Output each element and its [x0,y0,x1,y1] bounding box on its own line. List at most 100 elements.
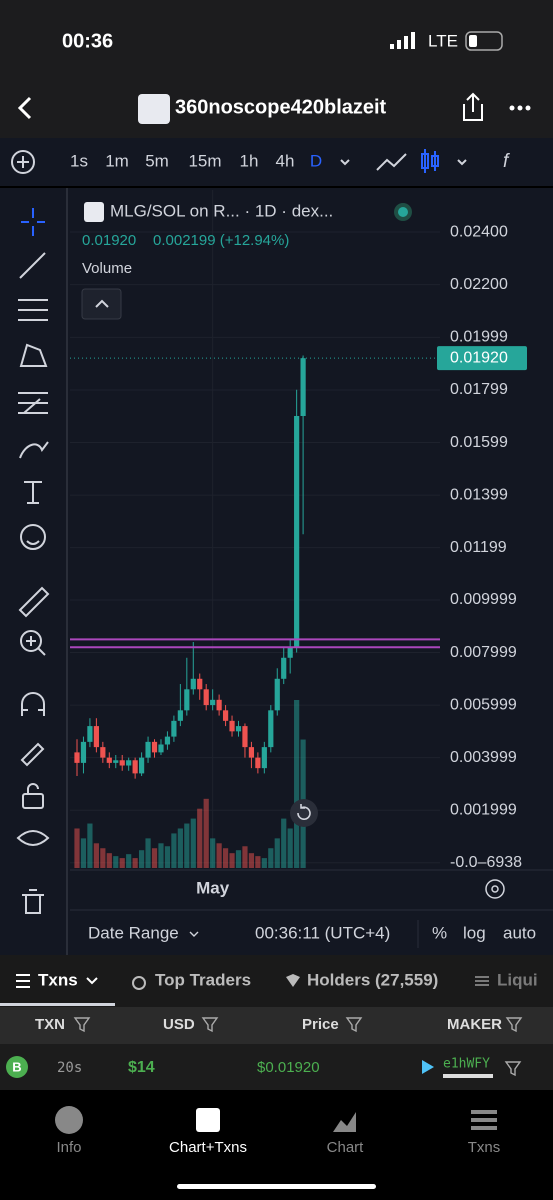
brush-tool[interactable] [19,441,49,459]
pattern-tool[interactable] [19,343,48,367]
filter-icon[interactable] [505,1017,523,1033]
filter-icon[interactable] [345,1017,363,1033]
side: B [12,1059,21,1074]
volume-bar [190,818,196,868]
filter-icon[interactable] [201,1017,219,1033]
collapse-icon [95,299,109,308]
table-header [0,1007,553,1044]
lock-draw-tool[interactable] [20,742,45,767]
interval[interactable]: 1m [105,151,129,170]
reset-button[interactable] [290,799,318,827]
candle-body [113,760,119,763]
signal [390,32,415,49]
candle-body [216,699,222,711]
nav-label[interactable]: Chart [327,1139,365,1156]
nav-label[interactable]: Txns [468,1139,501,1156]
candle-body [203,689,209,706]
style-dropdown[interactable] [457,159,467,166]
more-button[interactable] [509,105,531,111]
tab[interactable]: Holders (27,559) [307,970,438,989]
candle-body [93,726,99,748]
y-tick-label: 0.01999 [450,329,508,346]
magnet-tool[interactable] [21,692,45,716]
volume-bar [171,833,177,868]
tab-icon [16,974,30,988]
volume-bar [119,858,125,868]
table-row-cells: B 20s $14 $0.01920 e1hWFY [6,1056,522,1078]
collapse-button[interactable] [81,288,122,320]
settings-button[interactable] [485,879,505,899]
candle-body [287,647,293,658]
filter-icon[interactable] [504,1061,522,1077]
y-tick-label: 0.003999 [450,749,517,766]
candle-body [139,757,145,774]
projection-tool[interactable] [18,392,48,414]
y-tick-label: 0.007999 [450,644,517,661]
chart-legend-pair: MLG/SOL on R... · 1D · dex... [110,201,333,220]
nav-label[interactable]: Info [56,1139,81,1156]
candle-body [145,741,151,758]
trendline-tool[interactable] [19,252,46,279]
reset-icon [297,804,311,820]
interval[interactable]: 5m [145,151,169,170]
candle-body [255,757,261,769]
volume-bar [80,838,87,868]
interval[interactable]: 1s [70,151,88,170]
filter-icon[interactable] [73,1017,91,1033]
table-row [0,1044,553,1090]
log-toggle[interactable]: log [463,923,486,942]
auto-toggle[interactable]: auto [503,923,536,942]
volume-bar [106,853,112,868]
nav-icon [333,1112,356,1132]
candle-style[interactable] [421,149,439,173]
intervals: 1s 1m 5m 15m 1h 4h D [70,151,322,170]
interval[interactable]: 15m [188,151,221,170]
nav-label[interactable]: Chart+Txns [169,1139,247,1156]
volume-bar [248,853,255,868]
y-tick-label: -0.0‒6938 [450,854,522,871]
date-range[interactable]: Date Range [88,923,179,942]
text-tool[interactable] [24,481,42,504]
zoom-tool[interactable] [20,630,46,656]
interval[interactable]: 1h [240,151,259,170]
candle-body [235,726,242,732]
interval[interactable]: 4h [276,151,295,170]
fx-icon[interactable]: f [503,151,510,172]
candle-body [242,726,248,748]
last-price-tag [437,346,527,371]
plot: 0.02400 0.02200 0.01999 0.01799 0.01599 0.013… [70,190,527,897]
interval-dropdown[interactable] [340,159,350,166]
volume-bar [287,828,293,868]
unlock-tool[interactable] [22,783,44,809]
tab[interactable]: Txns [38,970,78,989]
crosshair-tool[interactable] [21,208,45,236]
volume-bar [216,843,222,868]
percent-toggle[interactable]: % [432,923,447,942]
emoji-tool[interactable] [20,524,46,550]
visibility-tool[interactable] [16,830,50,846]
last-price-label: 0.01920 [450,349,508,366]
candle-body [106,757,112,763]
volume-bar [177,828,183,868]
interval[interactable]: D [310,151,322,170]
y-tick-label: 0.02400 [450,223,508,240]
y-tick-label: 0.01199 [450,539,507,556]
ruler-tool[interactable] [18,586,50,618]
back-button[interactable] [17,96,32,120]
tab[interactable]: Top Traders [155,970,251,989]
candle-body [164,736,171,745]
line-style[interactable] [376,153,407,171]
candle-body [171,720,177,737]
fib-tool[interactable] [18,299,48,321]
top-bar [0,0,553,138]
tools [16,208,50,914]
add-indicator[interactable] [11,150,35,174]
volume-bar [222,848,229,868]
share-button[interactable] [463,92,483,121]
legend-volume: Volume [82,260,132,277]
avatar [138,94,170,124]
delete-tool[interactable] [22,889,44,914]
tab[interactable]: Liqui [497,970,538,989]
volume-bar [294,700,300,868]
